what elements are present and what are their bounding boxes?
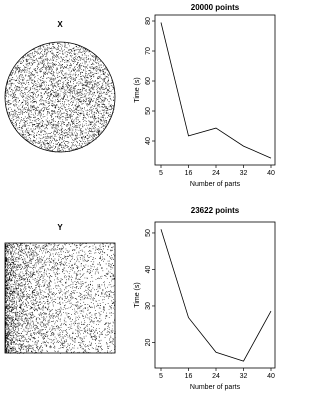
- y-tick-label: 70: [145, 47, 152, 55]
- x-tick-label: 16: [185, 373, 193, 380]
- x-tick-label: 24: [212, 373, 220, 380]
- panel-title: X: [57, 20, 63, 29]
- chart-title: 20000 points: [191, 3, 240, 12]
- x-tick-label: 40: [267, 373, 275, 380]
- x-tick-label: 32: [240, 373, 248, 380]
- x-tick-label: 32: [240, 170, 248, 177]
- panel-outline: [4, 242, 116, 354]
- point-cloud: [5, 243, 116, 354]
- plot-frame: [154, 221, 276, 369]
- y-tick-label: 40: [145, 265, 152, 273]
- panel-title: Y: [57, 223, 63, 232]
- plot-frame: [154, 14, 276, 166]
- y-axis-label: Time (s): [134, 282, 141, 307]
- line: [160, 22, 272, 159]
- x-tick-label: 5: [159, 373, 163, 380]
- y-tick-label: 40: [145, 137, 152, 145]
- y-tick-label: 20: [145, 338, 152, 346]
- line: [160, 229, 272, 362]
- y-tick-label: 50: [145, 229, 152, 237]
- x-tick-label: 5: [159, 170, 163, 177]
- points: [5, 42, 115, 153]
- x-tick-label: 24: [212, 170, 220, 177]
- y-tick-label: 50: [145, 107, 152, 115]
- figure: X 20000 points 40 50 60 70 80 5 16 24 32 40 Number o…: [4, 3, 276, 391]
- y-tick-label: 60: [145, 77, 152, 85]
- points: [5, 243, 116, 354]
- x-tick-label: 40: [267, 170, 275, 177]
- panel-outline: [4, 41, 116, 153]
- chart-title: 23622 points: [191, 206, 240, 215]
- y-tick-label: 30: [145, 302, 152, 310]
- x-axis-label: Number of parts: [190, 384, 241, 391]
- point-cloud: [5, 42, 115, 153]
- x-axis-label: Number of parts: [190, 181, 241, 188]
- x-tick-label: 16: [185, 170, 193, 177]
- y-axis-label: Time (s): [134, 77, 141, 102]
- y-tick-label: 80: [145, 17, 152, 25]
